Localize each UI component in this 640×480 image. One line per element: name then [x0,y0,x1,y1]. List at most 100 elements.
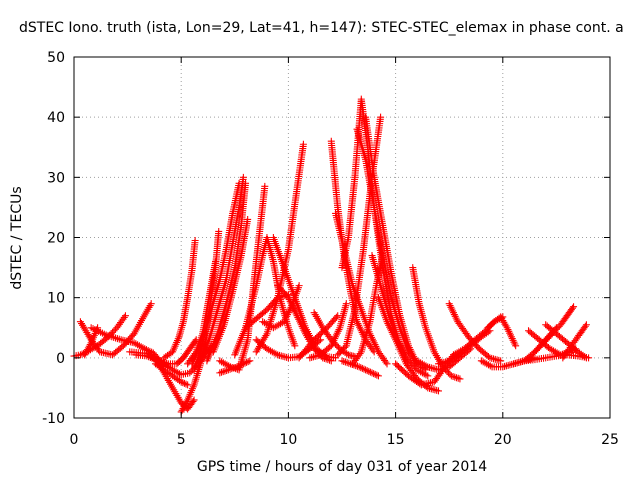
data-point [327,357,335,365]
data-point [350,361,358,369]
data-point [512,342,520,350]
y-tick-label: 10 [47,291,65,307]
data-point [163,359,171,367]
data-point [151,354,159,362]
data-point [121,312,129,320]
data-point [244,358,252,366]
data-point [233,363,241,371]
data-point [581,353,589,361]
satellite-arc [362,113,430,374]
data-point [143,352,151,360]
data-point [449,372,457,380]
satellite-arc [349,252,387,368]
data-point [218,368,226,376]
data-point [189,397,197,405]
data-point [244,215,252,223]
data-point [343,350,351,358]
data-point [451,373,459,381]
data-point [159,358,167,366]
data-point [383,360,391,368]
data-point [152,355,160,363]
data-point [238,361,246,369]
data-point [156,357,164,365]
data-point [224,366,232,374]
satellite-arc [151,360,192,389]
data-point [184,381,192,389]
data-point [356,350,364,358]
data-point [317,336,325,344]
data-point [322,355,330,363]
data-point [230,364,238,372]
data-point [341,343,349,351]
y-tick-label: 40 [47,110,65,126]
data-point [345,359,353,367]
x-tick-label: 25 [601,432,619,448]
data-point [191,237,199,245]
y-tick-label: 0 [56,351,65,367]
data-point [216,369,224,377]
x-axis-ticks: 0 5 10 15 20 25 [70,57,619,448]
data-point [363,367,371,375]
data-point [358,364,366,372]
data-point [355,363,363,371]
data-point [373,371,381,379]
satellite-arc [368,252,432,380]
data-point [377,113,385,121]
data-point [113,335,121,343]
data-point [320,354,328,362]
data-point [341,358,349,366]
data-point [183,398,191,406]
data-point [239,173,247,181]
data-point [295,282,303,290]
x-tick-label: 5 [177,432,186,448]
data-point [242,179,250,187]
data-point [570,303,578,311]
data-point [147,300,155,308]
x-tick-label: 10 [279,432,297,448]
data-point [332,313,340,321]
satellite-arc [445,300,505,365]
data-point [568,304,576,312]
data-point [454,374,462,382]
data-point [179,379,187,387]
data-point [340,357,348,365]
data-point [360,365,368,373]
data-point [223,366,231,374]
data-point [241,359,249,367]
data-point [236,361,244,369]
data-point [338,357,346,365]
x-tick-label: 20 [494,432,512,448]
x-axis-label: GPS time / hours of day 031 of year 2014 [197,459,487,475]
satellite-arc [338,357,382,380]
satellite-arc [559,321,590,362]
data-point [239,360,247,368]
data-point [342,300,350,308]
data-point [424,372,432,380]
data-point [147,353,155,361]
satellite-arc [274,282,335,365]
data-point [348,360,356,368]
satellite-arc [353,125,421,368]
data-point [365,367,373,375]
data-point [235,362,243,370]
data-point [366,368,374,376]
y-tick-label: 20 [47,231,65,247]
data-point [452,374,460,382]
data-point [182,380,190,388]
data-point [343,359,351,367]
data-point [368,369,376,377]
data-point [456,375,464,383]
satellite-arc [209,215,252,356]
satellite-arc [160,237,199,362]
data-point [219,368,227,376]
data-point [154,356,162,364]
data-point [115,335,123,343]
y-axis-label: dSTEC / TECUs [9,186,25,289]
data-point [382,358,390,366]
data-point [243,358,251,366]
satellite-arc [216,357,254,377]
data-point [374,372,382,380]
data-point [582,354,590,362]
satellite-arc [194,173,247,368]
data-point [221,367,229,375]
